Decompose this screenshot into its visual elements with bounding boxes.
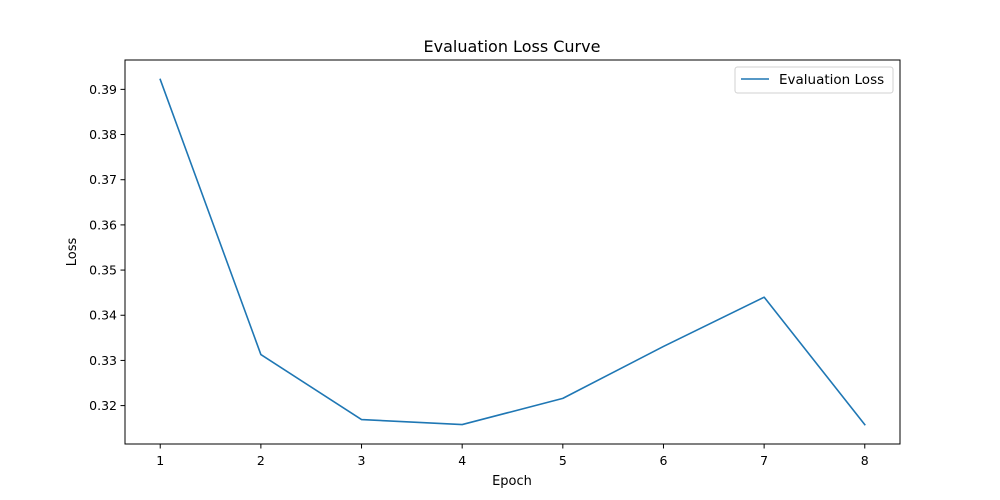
x-tick-label: 2: [257, 453, 265, 468]
y-tick-label: 0.32: [89, 398, 117, 413]
y-axis-label: Loss: [65, 238, 80, 267]
y-tick-label: 0.34: [89, 308, 117, 323]
plot-area: [124, 59, 901, 445]
series-line-evaluation-loss: [159, 78, 866, 426]
y-tick-label: 0.36: [89, 217, 117, 232]
legend-box: [734, 66, 894, 94]
x-tick-label: 6: [659, 453, 667, 468]
legend-label: Evaluation Loss: [779, 72, 884, 88]
x-tick-label: 7: [760, 453, 768, 468]
y-axis: 0.32 0.33 0.34 0.35 0.36 0.37 0.38 0.39: [89, 82, 125, 413]
y-tick-label: 0.38: [89, 127, 117, 142]
chart-title: Evaluation Loss Curve: [424, 37, 601, 56]
y-tick-label: 0.37: [89, 172, 117, 187]
x-axis-label: Epoch: [492, 474, 532, 489]
plot-frame: [124, 59, 901, 445]
x-axis: 1 2 3 4 5 6 7 8: [156, 444, 869, 468]
y-tick-label: 0.39: [89, 82, 117, 97]
x-tick-label: 1: [156, 453, 164, 468]
x-tick-label: 3: [358, 453, 366, 468]
x-tick-label: 4: [458, 453, 466, 468]
x-tick-label: 8: [861, 453, 869, 468]
y-tick-label: 0.35: [89, 263, 117, 278]
series-layer: [159, 78, 866, 426]
legend: Evaluation Loss: [734, 66, 894, 94]
x-tick-label: 5: [559, 453, 567, 468]
y-tick-label: 0.33: [89, 353, 117, 368]
